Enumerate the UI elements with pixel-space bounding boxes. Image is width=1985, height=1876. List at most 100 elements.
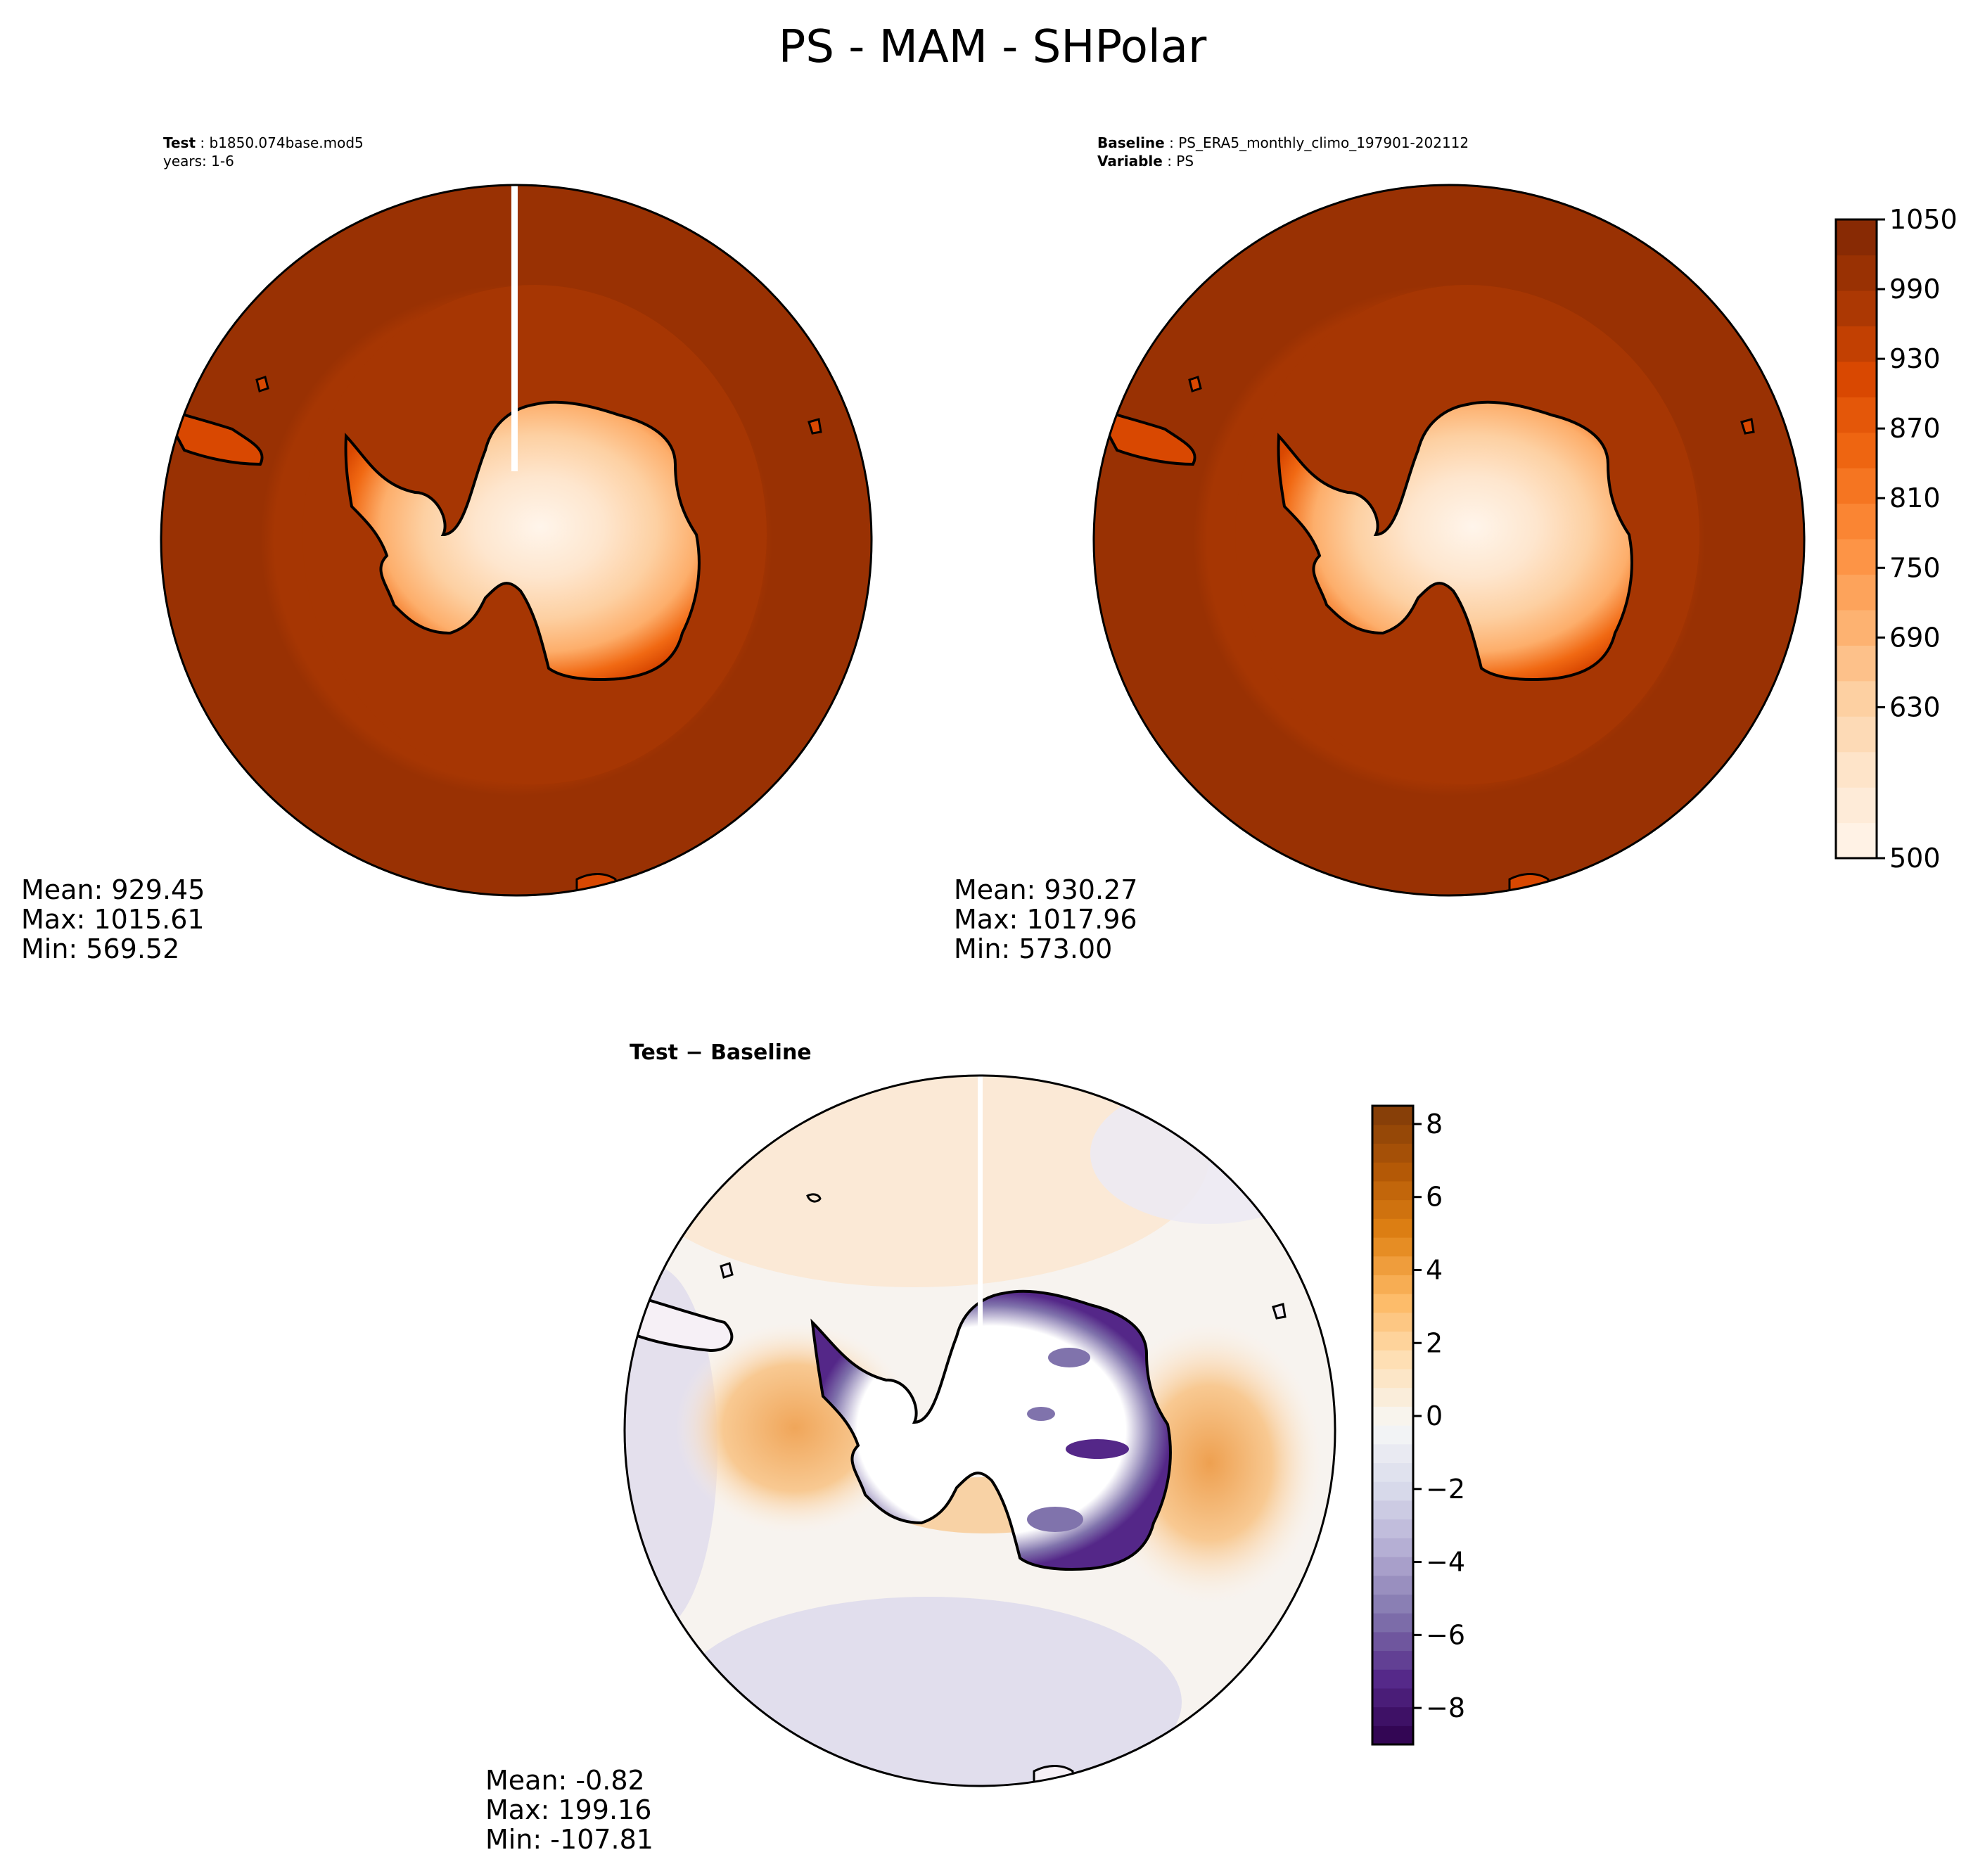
- colorbar-band: [1372, 1481, 1413, 1501]
- colorbar-tick-label: 1050: [1889, 204, 1958, 235]
- colorbar-tick-label: 8: [1426, 1109, 1443, 1140]
- diff-min: Min: -107.81: [485, 1824, 653, 1855]
- colorbar-tick-label: 690: [1889, 622, 1941, 653]
- colorbar-band: [1836, 574, 1877, 611]
- colorbar-band: [1836, 290, 1877, 326]
- colorbar-band: [1836, 751, 1877, 788]
- baseline-panel: Baseline : PS_ERA5_monthly_climo_197901-…: [954, 134, 1958, 964]
- baseline-max: Max: 1017.96: [954, 904, 1137, 935]
- colorbar-band: [1372, 1519, 1413, 1538]
- diff-panel: Test − Baseline: [485, 1040, 1465, 1855]
- colorbar-band: [1372, 1462, 1413, 1482]
- colorbar-band: [1372, 1669, 1413, 1689]
- test-panel: Test : b1850.074base.mod5 years: 1-6 Mea…: [21, 134, 873, 964]
- colorbar-tick-label: 930: [1889, 343, 1941, 374]
- colorbar-band: [1372, 1218, 1413, 1238]
- diff-max: Max: 199.16: [485, 1794, 651, 1825]
- colorbar-band: [1836, 326, 1877, 362]
- colorbar-tick-label: 990: [1889, 274, 1941, 305]
- colorbar-band: [1372, 1143, 1413, 1163]
- baseline-variable-key: Variable: [1097, 153, 1163, 170]
- colorbar-band: [1372, 1256, 1413, 1275]
- test-max: Max: 1015.61: [21, 904, 205, 935]
- colorbar-band: [1372, 1613, 1413, 1633]
- colorbar-band: [1836, 609, 1877, 646]
- colorbar-band: [1372, 1180, 1413, 1201]
- colorbar-band: [1836, 645, 1877, 682]
- colorbar-band: [1372, 1631, 1413, 1652]
- colorbar-band: [1372, 1199, 1413, 1219]
- colorbar-tick-label: 6: [1426, 1182, 1443, 1213]
- diff-title-test: Test: [630, 1040, 678, 1065]
- colorbar-band: [1372, 1687, 1413, 1708]
- colorbar-band: [1372, 1594, 1413, 1614]
- test-map: [161, 185, 872, 895]
- baseline-header-value: PS_ERA5_monthly_climo_197901-202112: [1178, 134, 1469, 151]
- colorbar-band: [1372, 1538, 1413, 1557]
- colorbar-band: [1372, 1406, 1413, 1426]
- test-header-value: b1850.074base.mod5: [209, 134, 363, 151]
- colorbar-tick-label: 0: [1426, 1400, 1443, 1431]
- test-header-years: years: 1-6: [163, 153, 234, 170]
- colorbar-band: [1836, 397, 1877, 433]
- colorbar-band: [1372, 1706, 1413, 1726]
- colorbar-band: [1836, 503, 1877, 540]
- colorbar-band: [1836, 716, 1877, 753]
- colorbar-band: [1836, 361, 1877, 397]
- colorbar-band: [1372, 1294, 1413, 1313]
- diff-title: Test − Baseline: [630, 1040, 812, 1065]
- colorbar-band: [1836, 680, 1877, 717]
- baseline-header-key: Baseline: [1097, 134, 1165, 151]
- colorbar-band: [1836, 219, 1877, 256]
- colorbar-tick-label: −4: [1426, 1547, 1465, 1578]
- colorbar-tick-label: −2: [1426, 1474, 1465, 1505]
- colorbar-tick-label: −6: [1426, 1619, 1465, 1650]
- test-header-key: Test: [163, 134, 196, 151]
- baseline-min: Min: 573.00: [954, 933, 1112, 964]
- baseline-variable-value: PS: [1176, 153, 1194, 170]
- colorbar-tick-label: 810: [1889, 483, 1941, 513]
- diff-mean: Mean: -0.82: [485, 1765, 645, 1796]
- colorbar-band: [1836, 432, 1877, 468]
- colorbar-band: [1836, 468, 1877, 504]
- colorbar-band: [1372, 1350, 1413, 1370]
- colorbar-tick-label: 750: [1889, 552, 1941, 583]
- ps-colorbar: 500 630 690 750 810 870 930 990 1050: [1834, 204, 1958, 874]
- baseline-mean: Mean: 930.27: [954, 874, 1137, 905]
- colorbar-band: [1372, 1387, 1413, 1407]
- colorbar-tick-label: 870: [1889, 413, 1941, 444]
- colorbar-band: [1372, 1500, 1413, 1520]
- colorbar-tick-label: −8: [1426, 1692, 1465, 1723]
- test-min: Min: 569.52: [21, 933, 179, 964]
- colorbar-tick-label: 2: [1426, 1327, 1443, 1358]
- diff-title-sep: −: [678, 1040, 710, 1065]
- colorbar-tick-label: 500: [1889, 843, 1941, 874]
- colorbar-band: [1372, 1725, 1413, 1745]
- colorbar-band: [1372, 1124, 1413, 1144]
- baseline-map: [1092, 184, 1806, 897]
- colorbar-frame: [1834, 218, 1878, 860]
- test-header: Test : b1850.074base.mod5: [163, 134, 364, 151]
- colorbar-band: [1372, 1443, 1413, 1464]
- colorbar-band: [1372, 1275, 1413, 1294]
- colorbar-frame: [1371, 1104, 1415, 1746]
- colorbar-band: [1372, 1575, 1413, 1595]
- colorbar-band: [1372, 1425, 1413, 1445]
- colorbar-band: [1372, 1368, 1413, 1389]
- colorbar-tick-label: 630: [1889, 691, 1941, 722]
- colorbar-band: [1836, 539, 1877, 575]
- colorbar-band: [1372, 1650, 1413, 1670]
- colorbar-tick-label: 4: [1426, 1254, 1443, 1285]
- colorbar-band: [1836, 822, 1877, 859]
- colorbar-band: [1836, 255, 1877, 291]
- colorbar-band: [1372, 1331, 1413, 1351]
- figure-title: PS - MAM - SHPolar: [779, 21, 1207, 73]
- colorbar-band: [1372, 1237, 1413, 1257]
- colorbar-band: [1836, 787, 1877, 824]
- test-mean: Mean: 929.45: [21, 874, 205, 905]
- diff-title-baseline: Baseline: [710, 1040, 812, 1065]
- diff-colorbar: −8 −6 −4 −2 0 2 4 6 8: [1371, 1104, 1465, 1746]
- baseline-header: Baseline : PS_ERA5_monthly_climo_197901-…: [1097, 134, 1469, 151]
- colorbar-band: [1372, 1556, 1413, 1576]
